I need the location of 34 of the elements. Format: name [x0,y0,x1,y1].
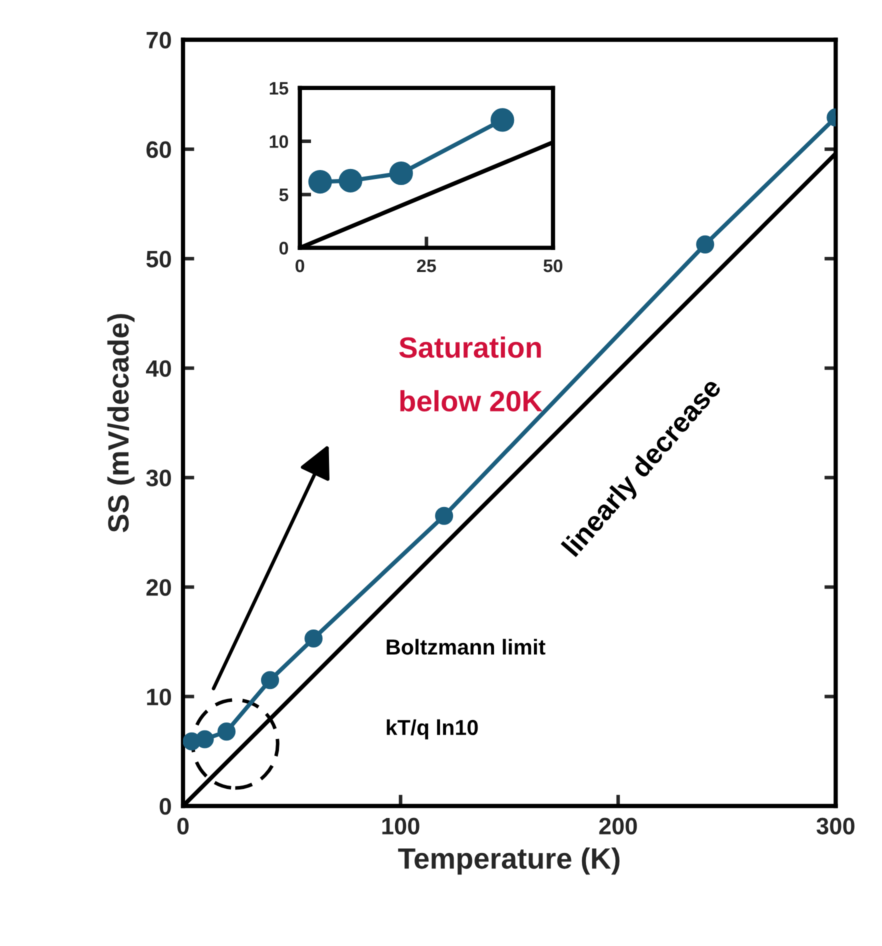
point [261,671,280,690]
point [338,168,362,193]
x-tick-label: 25 [417,259,436,272]
y-tick-label: 15 [270,82,288,95]
point [696,235,714,254]
annotation: Saturation [399,336,541,358]
point [218,722,236,741]
point [304,629,323,648]
y-tick-label: 5 [279,188,288,202]
y-tick-label: 70 [146,32,171,49]
y-tick-label: 10 [270,135,288,148]
annotation: kT/q ln10 [386,719,478,740]
y-tick-label: 0 [160,798,171,815]
x-axis-title: Temperature (K) [398,847,620,875]
point [196,730,214,748]
y-tick-label: 40 [146,360,171,377]
y-tick-label: 60 [146,141,171,158]
x-tick-label: 0 [177,818,189,834]
point [435,506,454,525]
annotation: Boltzmann limit [386,638,546,655]
x-tick-label: 0 [296,259,304,272]
y-tick-label: 30 [146,470,171,486]
x-tick-label: 300 [816,818,854,834]
x-tick-label: 200 [599,818,637,834]
x-tick-label: 100 [382,818,420,834]
y-tick-label: 20 [146,579,171,596]
y-tick-label: 10 [147,688,171,706]
y-axis-title: SS (mV/decade) [107,314,135,532]
y-tick-label: 0 [279,242,288,255]
annotation: below 20K [400,390,542,412]
point [490,108,514,132]
x-tick-label: 50 [544,259,562,272]
point [389,161,413,186]
point [308,170,332,194]
